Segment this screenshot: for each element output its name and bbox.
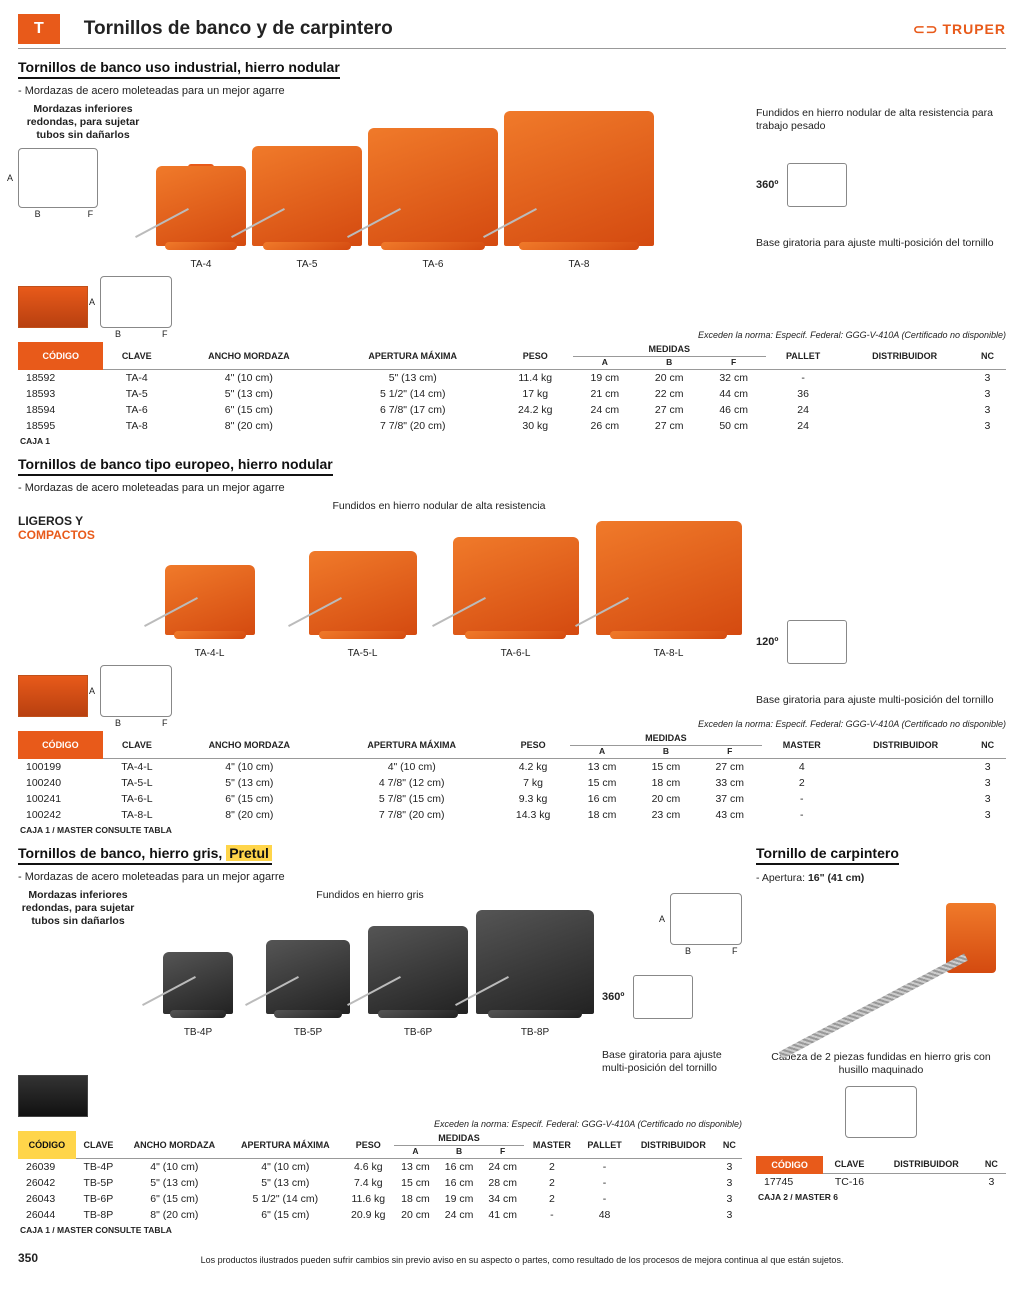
table-foot: CAJA 1 / MASTER CONSULTE TABLA <box>20 1225 742 1235</box>
package-thumb <box>18 675 88 717</box>
rotation-label: 360º <box>602 991 624 1003</box>
section-european: Tornillos de banco tipo europeo, hierro … <box>18 456 1006 835</box>
product-row: TA-4-L TA-5-L TA-6-L TA-8-L <box>136 521 742 659</box>
callout-material: Fundidos en hierro nodular de alta resis… <box>756 107 1006 133</box>
product-label: TA-8-L <box>595 648 742 659</box>
product-item: TA-5 <box>252 146 362 270</box>
product-label: TA-5 <box>252 259 362 270</box>
callout-base: Base giratoria para ajuste multi-posició… <box>756 237 1006 250</box>
product-item: TB-6P <box>366 926 470 1038</box>
section-title: Tornillo de carpintero <box>756 845 899 865</box>
rotation-diagram <box>633 975 693 1019</box>
section-carpenter: Tornillo de carpintero - Apertura: 16" (… <box>756 845 1006 1212</box>
clamp-diagram <box>845 1086 917 1138</box>
callout-left: Mordazas inferiores redondas, para sujet… <box>18 103 148 142</box>
product-label: TA-5-L <box>289 648 436 659</box>
spec-table-2: CÓDIGOCLAVEANCHO MORDAZAAPERTURA MÁXIMAP… <box>18 731 1006 823</box>
table-foot: CAJA 2 / MASTER 6 <box>758 1192 1006 1202</box>
section-industrial: Tornillos de banco uso industrial, hierr… <box>18 59 1006 446</box>
product-label: TA-8 <box>504 259 654 270</box>
rotation-label: 360º <box>756 179 778 191</box>
dimension-diagram-small: ABF <box>670 893 742 945</box>
product-label: TA-4-L <box>136 648 283 659</box>
product-row: $TA-4 TA-5 TA-6 TA-8 <box>156 111 654 270</box>
product-item: TA-4-L <box>136 565 283 659</box>
badge-line-1: LIGEROS Y <box>18 514 128 528</box>
dimension-diagram-small: ABF <box>100 276 172 328</box>
standard-note: Exceden la norma: Especif. Federal: GGG-… <box>18 1119 742 1129</box>
clamp-screw <box>779 954 968 1060</box>
product-label: TB-5P <box>256 1027 360 1038</box>
product-label: TB-8P <box>476 1027 594 1038</box>
product-label: TB-4P <box>146 1027 250 1038</box>
dimension-diagram-small: ABF <box>100 665 172 717</box>
badge-line-2: COMPACTOS <box>18 528 128 542</box>
callout-head: Cabeza de 2 piezas fundidas en hierro gr… <box>756 1051 1006 1077</box>
page-number: 350 <box>18 1251 38 1265</box>
callout-material: Fundidos en hierro gris <box>146 889 594 902</box>
product-label: TB-6P <box>366 1027 470 1038</box>
product-item: TB-8P <box>476 910 594 1038</box>
spec-table-1: CÓDIGOCLAVEANCHO MORDAZAAPERTURA MÁXIMAP… <box>18 342 1006 434</box>
package-thumb <box>18 286 88 328</box>
divider <box>18 48 1006 49</box>
callout-material: Fundidos en hierro nodular de alta resis… <box>136 500 742 513</box>
brand-logo: ⊂⊃ TRUPER <box>913 21 1006 38</box>
package-thumb <box>18 1075 88 1117</box>
section-title: Tornillos de banco, hierro gris, Pretul <box>18 845 272 865</box>
product-item: TB-4P <box>146 952 250 1038</box>
rotation-label: 120º <box>756 636 778 648</box>
page-footer: 350 Los productos ilustrados pueden sufr… <box>18 1251 1006 1265</box>
product-label: TA-6 <box>368 259 498 270</box>
section-bullet: Mordazas de acero moleteadas para un mej… <box>18 482 1006 494</box>
section-bullet: Mordazas de acero moleteadas para un mej… <box>18 85 1006 97</box>
section-bullet: Mordazas de acero moleteadas para un mej… <box>18 871 742 883</box>
spec-table-3: CÓDIGOCLAVEANCHO MORDAZAAPERTURA MÁXIMAP… <box>18 1131 742 1223</box>
callout-left: Mordazas inferiores redondas, para sujet… <box>18 889 138 928</box>
product-row: TB-4P TB-5P TB-6P TB-8P <box>146 910 594 1038</box>
page-title: Tornillos de banco y de carpintero <box>84 18 913 40</box>
aperture-note: - Apertura: 16" (41 cm) <box>756 872 1006 885</box>
rotation-diagram <box>787 620 847 664</box>
dimension-diagram: ABF <box>18 148 98 208</box>
product-item: TA-5-L <box>289 551 436 659</box>
brand-icon: ⊂⊃ <box>913 21 938 38</box>
product-item: $TA-4 <box>156 166 246 270</box>
section-grey-iron: Tornillos de banco, hierro gris, Pretul … <box>18 845 742 1245</box>
callout-base: Base giratoria para ajuste multi-posició… <box>602 1049 742 1075</box>
page-header: T Tornillos de banco y de carpintero ⊂⊃ … <box>18 14 1006 44</box>
footer-note: Los productos ilustrados pueden sufrir c… <box>38 1255 1006 1265</box>
spec-table-4: CÓDIGOCLAVEDISTRIBUIDORNC17745TC-163 <box>756 1156 1006 1191</box>
product-item: TB-5P <box>256 940 360 1038</box>
product-item: TA-6 <box>368 128 498 270</box>
table-foot: CAJA 1 <box>20 436 1006 446</box>
product-label: TA-4 <box>156 259 246 270</box>
product-item: TA-8-L <box>595 521 742 659</box>
callout-base: Base giratoria para ajuste multi-posició… <box>756 694 1006 707</box>
tab-letter: T <box>18 14 60 44</box>
product-item: TA-6-L <box>442 537 589 659</box>
table-foot: CAJA 1 / MASTER CONSULTE TABLA <box>20 825 1006 835</box>
section-title: Tornillos de banco tipo europeo, hierro … <box>18 456 333 476</box>
product-item: TA-8 <box>504 111 654 270</box>
section-title: Tornillos de banco uso industrial, hierr… <box>18 59 340 79</box>
product-label: TA-6-L <box>442 648 589 659</box>
rotation-diagram <box>787 163 847 207</box>
